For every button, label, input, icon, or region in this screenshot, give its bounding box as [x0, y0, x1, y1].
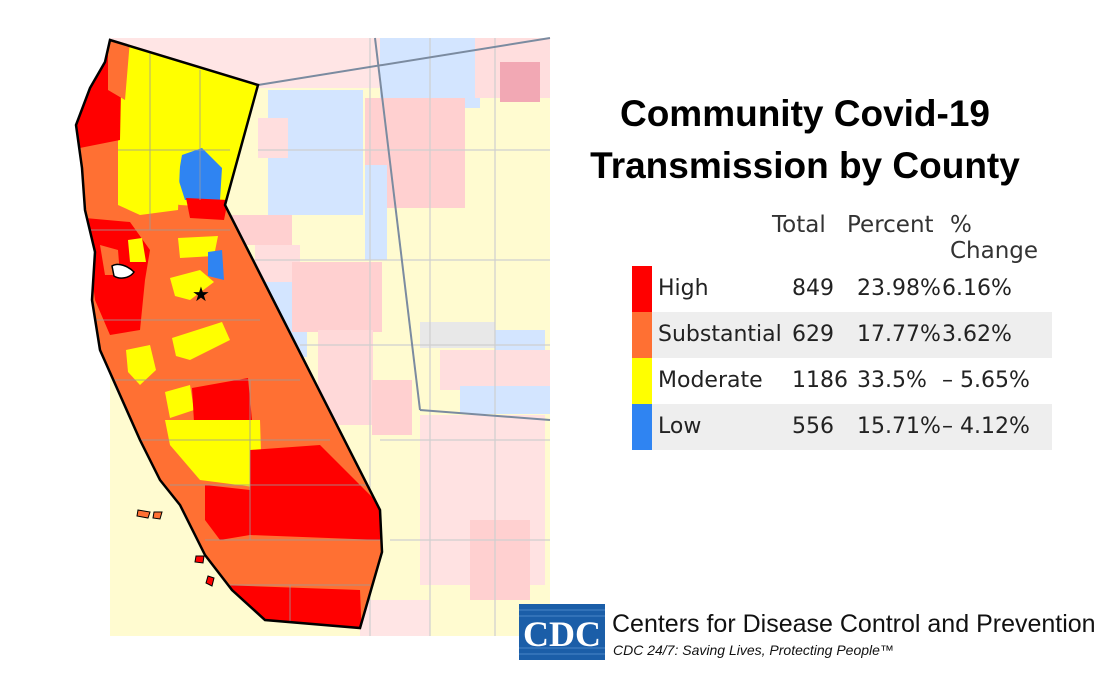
neighbor-region [420, 322, 495, 348]
percent-value: 17.77% [857, 322, 941, 347]
neighbor-region [470, 520, 530, 600]
bay-water [111, 263, 135, 279]
header-total: Total [772, 212, 826, 238]
county-region-moderate [170, 270, 214, 300]
california-outline [74, 38, 384, 630]
total-value: 556 [792, 414, 834, 439]
neighbor-region [372, 380, 412, 435]
percent-value: 33.5% [857, 368, 927, 393]
island [205, 575, 215, 587]
org-tagline: CDC 24/7: Saving Lives, Protecting Peopl… [613, 642, 894, 658]
county-region-moderate [172, 322, 230, 360]
change-value: – 4.12% [942, 414, 1030, 439]
star-icon: ★ [192, 282, 210, 306]
county-region-high [205, 485, 250, 540]
county-region-substantial [80, 150, 120, 240]
county-region-moderate [165, 420, 262, 488]
county-region-moderate [118, 150, 180, 215]
neighbor-region [365, 165, 387, 260]
title-line-1: Community Covid-19 [619, 93, 991, 134]
county-region-high [192, 378, 252, 428]
level-label: Substantial [658, 322, 782, 347]
legend-row-high: High 849 23.98% 6.16% [632, 266, 1052, 312]
neighbor-region [258, 118, 288, 158]
county-region-high [186, 198, 228, 220]
total-value: 849 [792, 276, 834, 301]
change-value: – 5.65% [942, 368, 1030, 393]
change-value: 6.16% [942, 276, 1012, 301]
title-line-2: Transmission by County [590, 145, 1020, 186]
legend-row-low: Low 556 15.71% – 4.12% [632, 404, 1052, 450]
neighbor-region [500, 62, 540, 102]
island [194, 555, 205, 564]
county-region-moderate [126, 345, 156, 385]
level-label: Low [658, 414, 702, 439]
legend-row-moderate: Moderate 1186 33.5% – 5.65% [632, 358, 1052, 404]
total-value: 629 [792, 322, 834, 347]
header-change: % Change [950, 212, 1039, 264]
percent-value: 15.71% [857, 414, 941, 439]
cdc-branding: CDC Centers for Disease Control and Prev… [519, 604, 1094, 664]
org-name: Centers for Disease Control and Preventi… [612, 610, 1094, 638]
percent-value: 23.98% [857, 276, 941, 301]
channel-islands [136, 509, 215, 587]
map-title: Community Covid-19 Transmission by Count… [560, 88, 1050, 192]
island [152, 511, 163, 520]
neighbor-region [360, 600, 430, 636]
cdc-logo-text: CDC [523, 614, 601, 654]
cdc-logo: CDC [519, 604, 605, 660]
moderate-swatch [632, 358, 652, 404]
neighbor-region [460, 386, 550, 414]
county-region-substantial [108, 40, 130, 100]
level-label: Moderate [658, 368, 763, 393]
county-region-moderate [165, 385, 194, 418]
header-percent: Percent [847, 212, 934, 238]
county-region-moderate [128, 238, 146, 262]
high-swatch [632, 266, 652, 312]
low-swatch [632, 404, 652, 450]
island [136, 509, 151, 519]
legend-row-substantial: Substantial 629 17.77% 3.62% [632, 312, 1052, 358]
level-label: High [658, 276, 709, 301]
neighbor-states [110, 37, 551, 636]
change-value: 3.62% [942, 322, 1012, 347]
neighbor-region [292, 262, 382, 332]
substantial-swatch [632, 312, 652, 358]
county-region-high [250, 445, 382, 540]
county-region-low [208, 250, 224, 280]
total-value: 1186 [792, 368, 848, 393]
